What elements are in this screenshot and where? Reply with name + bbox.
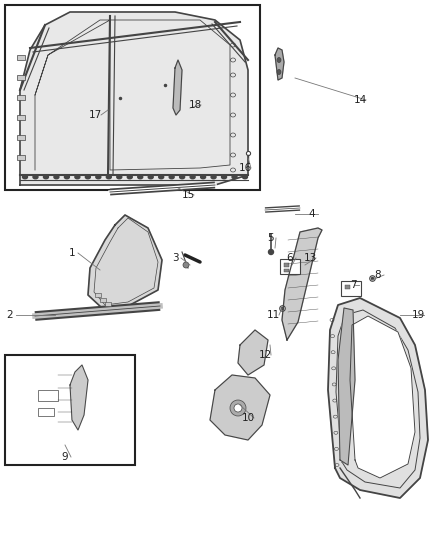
Ellipse shape <box>22 175 28 179</box>
Text: 1: 1 <box>69 248 75 258</box>
Bar <box>17 115 25 120</box>
Ellipse shape <box>85 175 90 179</box>
Bar <box>284 263 289 267</box>
Polygon shape <box>282 228 322 340</box>
Ellipse shape <box>127 175 132 179</box>
Ellipse shape <box>232 175 237 179</box>
Bar <box>5 5 260 190</box>
FancyBboxPatch shape <box>341 281 361 296</box>
Polygon shape <box>275 48 284 80</box>
Bar <box>17 95 25 100</box>
Ellipse shape <box>54 175 59 179</box>
Bar <box>17 55 25 60</box>
Ellipse shape <box>243 175 247 179</box>
Polygon shape <box>173 60 182 115</box>
Ellipse shape <box>222 175 226 179</box>
Ellipse shape <box>117 175 122 179</box>
Polygon shape <box>210 375 270 440</box>
Bar <box>95 293 101 297</box>
Ellipse shape <box>190 175 195 179</box>
Bar <box>105 302 111 306</box>
Ellipse shape <box>201 175 205 179</box>
Bar <box>5 355 135 465</box>
Text: 4: 4 <box>309 209 315 219</box>
Text: 2: 2 <box>7 310 13 320</box>
FancyBboxPatch shape <box>280 259 300 274</box>
Text: 18: 18 <box>188 100 201 110</box>
Text: 13: 13 <box>304 253 317 263</box>
Ellipse shape <box>75 175 80 179</box>
Polygon shape <box>20 12 248 185</box>
Ellipse shape <box>106 175 111 179</box>
Bar <box>345 285 350 289</box>
Text: 8: 8 <box>374 270 381 280</box>
Circle shape <box>234 404 242 412</box>
Bar <box>17 155 25 160</box>
Text: 19: 19 <box>411 310 424 320</box>
Text: 3: 3 <box>172 253 178 263</box>
Text: 5: 5 <box>267 233 273 243</box>
Polygon shape <box>338 308 355 465</box>
Ellipse shape <box>277 58 281 62</box>
Text: 10: 10 <box>241 413 254 423</box>
Text: 6: 6 <box>287 253 293 263</box>
Bar <box>38 408 54 416</box>
Polygon shape <box>238 330 268 375</box>
Bar <box>17 135 25 140</box>
Text: 14: 14 <box>353 95 367 105</box>
Ellipse shape <box>138 175 143 179</box>
Ellipse shape <box>180 175 185 179</box>
Ellipse shape <box>43 175 49 179</box>
Polygon shape <box>350 316 415 478</box>
Bar <box>100 298 106 302</box>
Ellipse shape <box>96 175 101 179</box>
Ellipse shape <box>148 175 153 179</box>
Text: 15: 15 <box>181 190 194 200</box>
Circle shape <box>183 262 189 268</box>
Text: 17: 17 <box>88 110 102 120</box>
Circle shape <box>230 400 246 416</box>
Ellipse shape <box>64 175 69 179</box>
Text: 9: 9 <box>62 452 68 462</box>
Text: 7: 7 <box>350 280 356 290</box>
Bar <box>284 269 289 272</box>
Polygon shape <box>70 365 88 430</box>
Ellipse shape <box>211 175 216 179</box>
Ellipse shape <box>159 175 164 179</box>
Text: 12: 12 <box>258 350 272 360</box>
Ellipse shape <box>277 69 281 75</box>
Ellipse shape <box>33 175 38 179</box>
Bar <box>38 390 58 401</box>
Polygon shape <box>328 298 428 498</box>
Circle shape <box>268 249 273 254</box>
Ellipse shape <box>169 175 174 179</box>
Polygon shape <box>88 215 162 308</box>
Bar <box>17 75 25 80</box>
Text: 11: 11 <box>266 310 279 320</box>
Text: 16: 16 <box>238 163 251 173</box>
